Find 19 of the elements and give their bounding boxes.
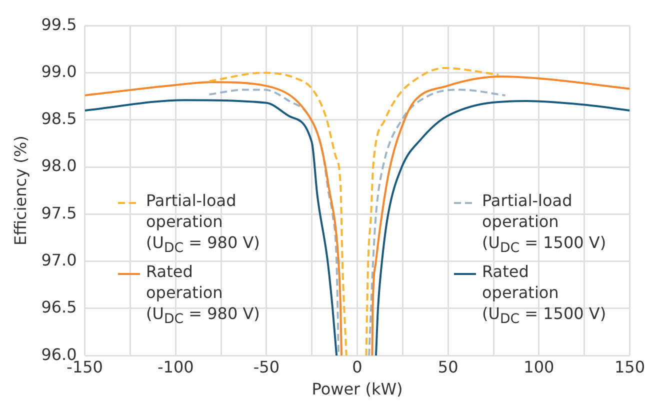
x-tick-label: 100 <box>524 357 554 376</box>
y-axis-title: Efficiency (%) <box>10 136 30 246</box>
x-axis-title: Power (kW) <box>312 380 403 399</box>
y-tick-label: 99.0 <box>41 62 77 81</box>
x-tick-label: 0 <box>352 357 362 376</box>
legend-label: Rated operation (U$_{DC}$ = 1500 V) <box>482 261 607 330</box>
y-tick-label: 98.0 <box>41 156 77 176</box>
legend-label: Rated operation (U$_{DC}$ = 980 V) <box>146 261 261 330</box>
legend-label: Partial-load operation (U$_{DC}$ = 1500 V) <box>482 190 607 258</box>
y-tick-label: 99.5 <box>41 14 77 34</box>
y-tick-label: 97.0 <box>41 250 77 270</box>
x-tick-label: 50 <box>438 357 458 376</box>
x-tick-label: -100 <box>157 357 194 376</box>
x-tick-label: 150 <box>614 357 646 376</box>
y-tick-label: 98.5 <box>41 109 77 128</box>
x-tick-label: -50 <box>253 357 280 376</box>
y-tick-label: 97.5 <box>41 203 77 222</box>
y-tick-label: 96.5 <box>41 298 77 317</box>
legend-label: Partial-load operation (U$_{DC}$ = 980 V) <box>146 190 261 258</box>
